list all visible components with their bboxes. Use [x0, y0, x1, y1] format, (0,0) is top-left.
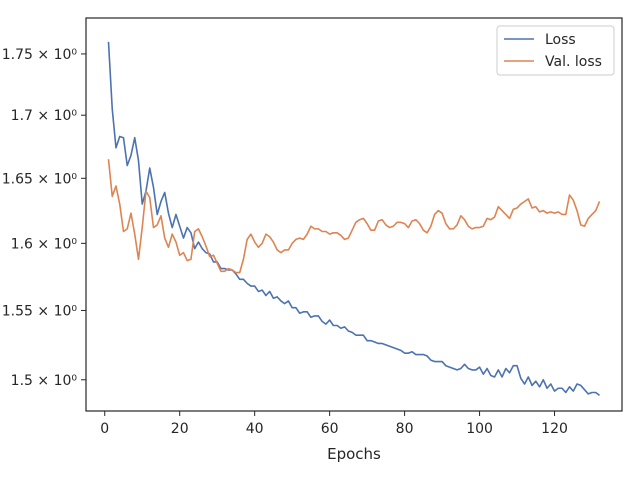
y-tick-label: 1.75 × 10⁰	[2, 47, 78, 63]
legend-label-loss: Loss	[545, 32, 576, 48]
legend: Loss Val. loss	[496, 25, 615, 76]
legend-label-val-loss: Val. loss	[545, 54, 602, 70]
x-axis-label: Epochs	[327, 445, 381, 463]
plot-frame	[85, 17, 623, 412]
x-tick-label: 120	[541, 421, 568, 437]
y-tick-label: 1.6 × 10⁰	[11, 236, 78, 252]
series-line-loss	[107, 41, 600, 396]
y-tick-label: 1.7 × 10⁰	[11, 108, 78, 124]
x-tick-label: 20	[171, 421, 189, 437]
x-axis: 0 20 40 60 80 100 120	[100, 411, 568, 437]
x-tick-label: 60	[321, 421, 339, 437]
y-tick-label: 1.65 × 10⁰	[2, 171, 78, 187]
y-axis: 1.5 × 10⁰ 1.55 × 10⁰ 1.6 × 10⁰ 1.65 × 10⁰ 1.…	[2, 47, 86, 389]
series-line-val-loss	[107, 159, 601, 274]
series-layer	[107, 41, 601, 396]
x-tick-label: 100	[466, 421, 493, 437]
x-tick-label: 80	[396, 421, 414, 437]
y-tick-label: 1.55 × 10⁰	[2, 303, 78, 319]
x-tick-label: 40	[246, 421, 264, 437]
x-tick-label: 0	[100, 421, 109, 437]
y-tick-label: 1.5 × 10⁰	[11, 373, 78, 389]
